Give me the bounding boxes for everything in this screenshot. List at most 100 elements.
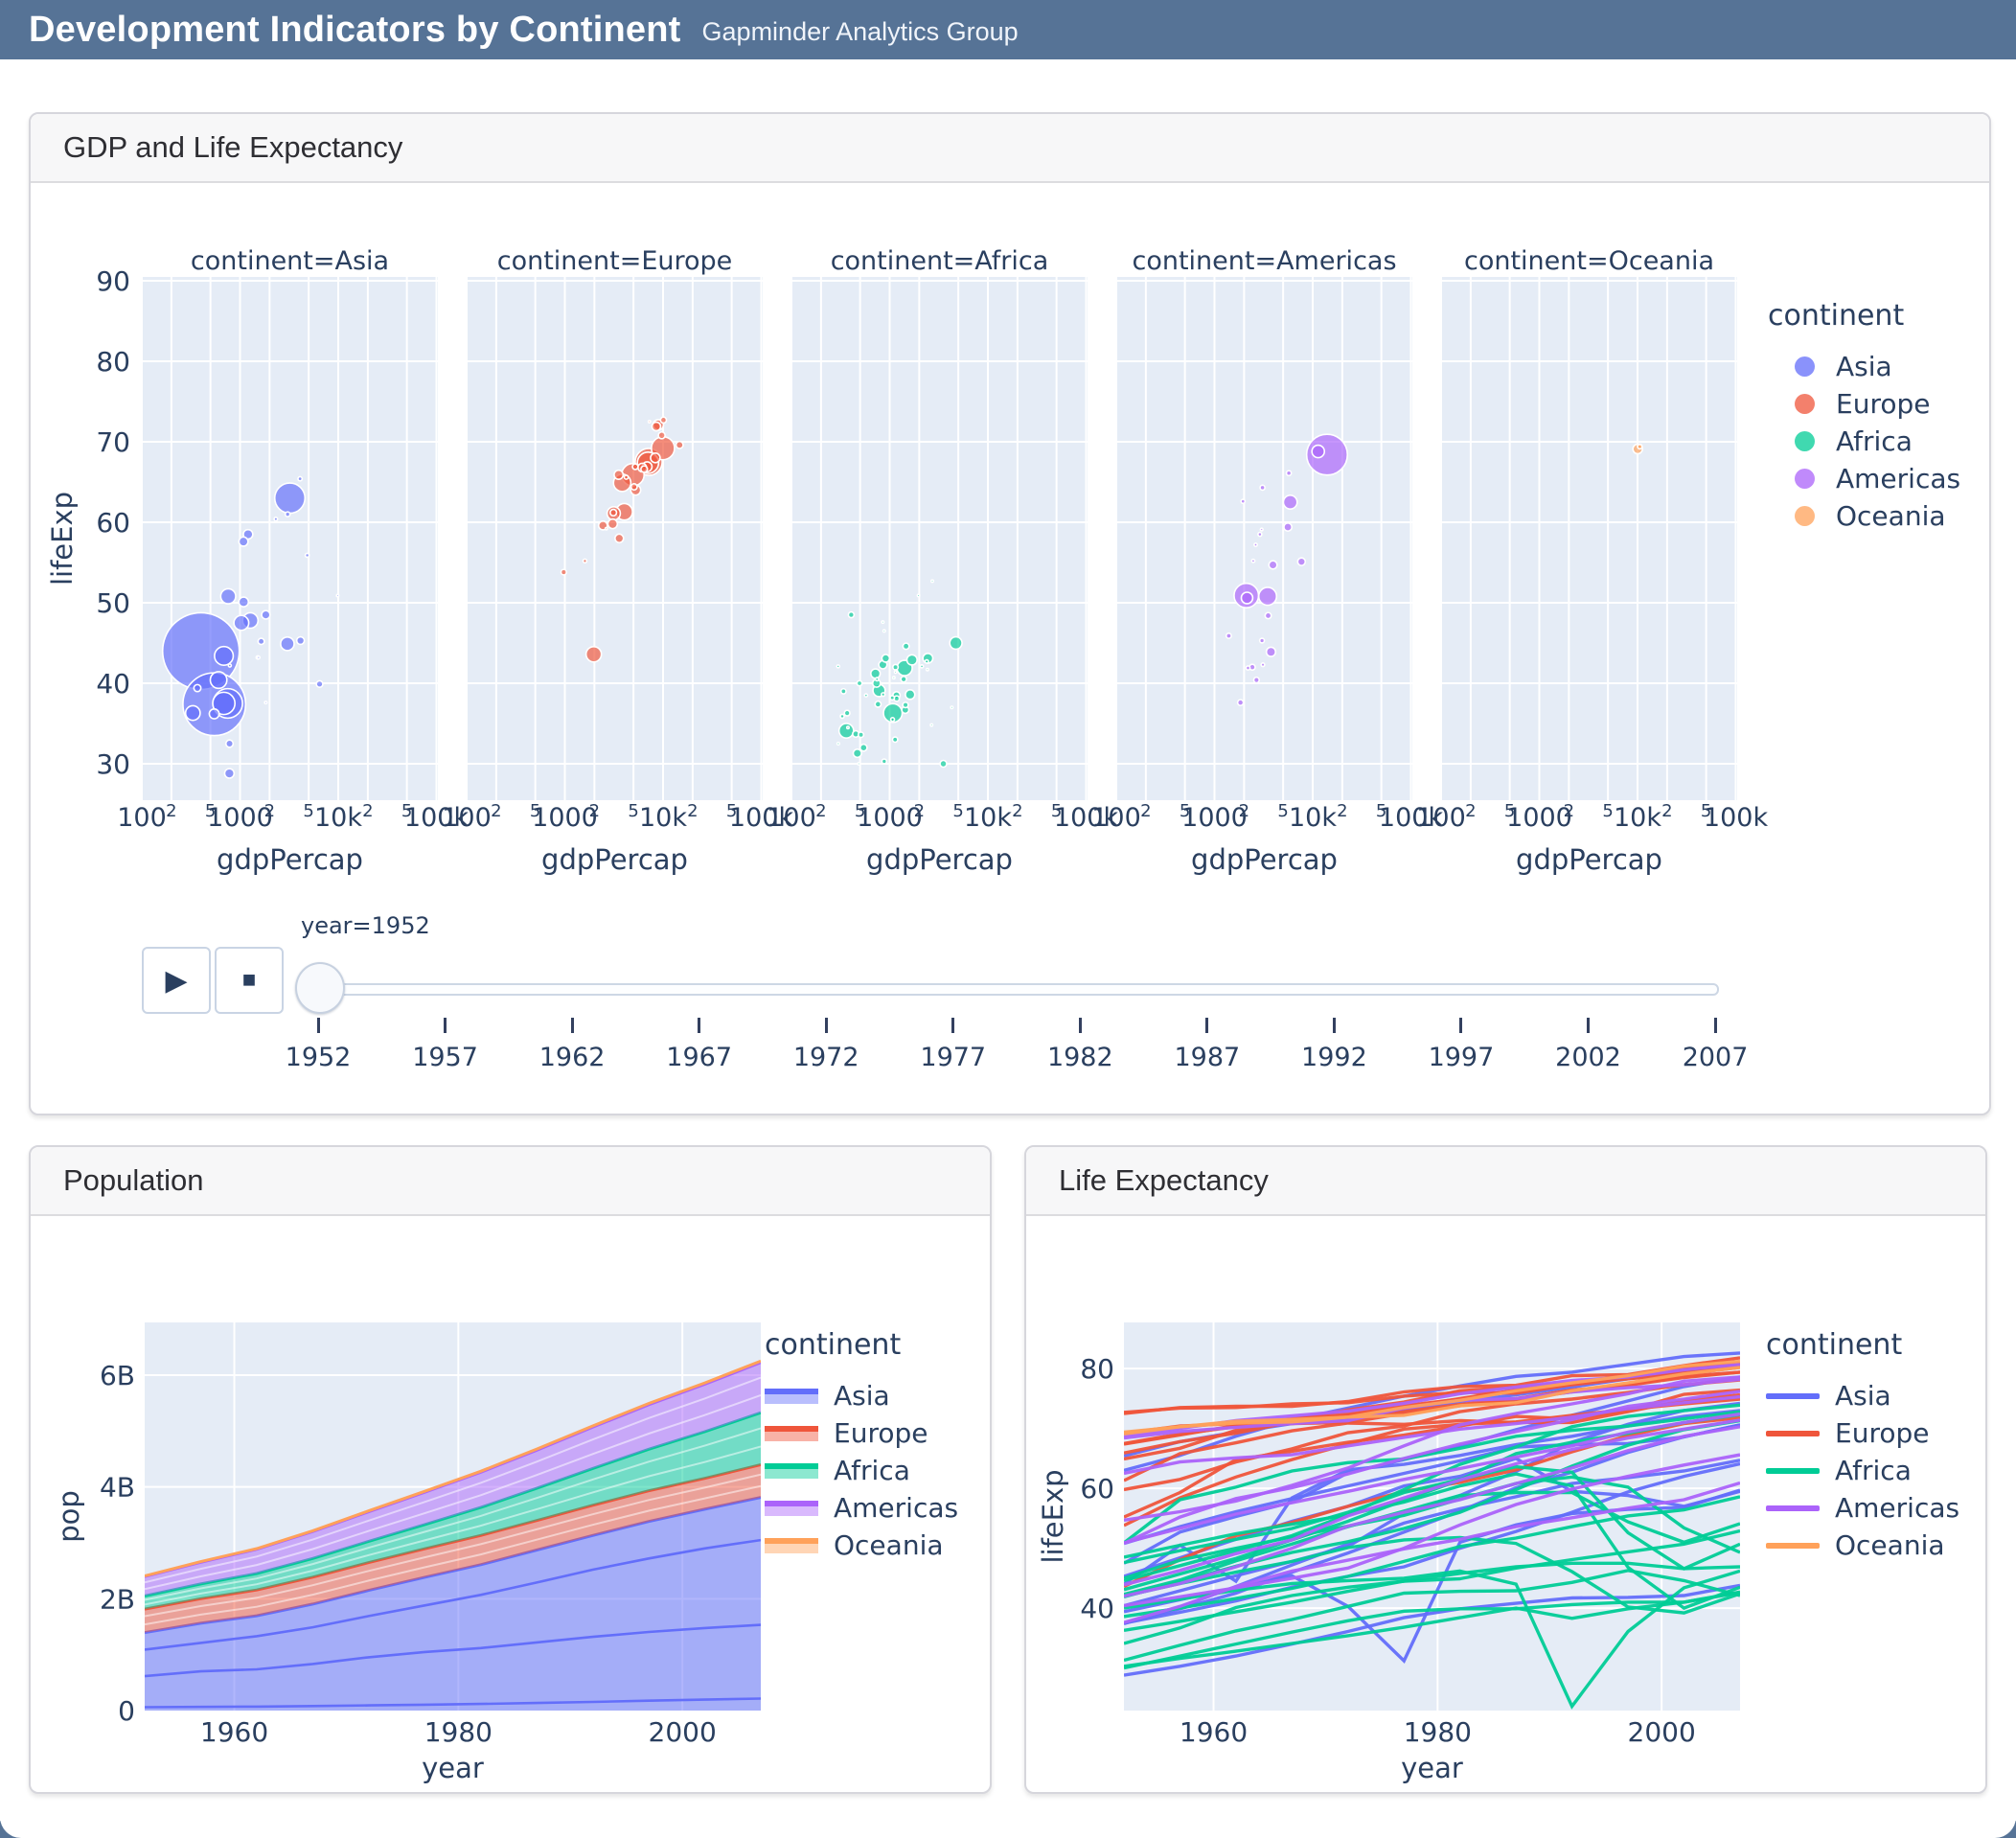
legend-item-europe[interactable]: Europe <box>1768 385 1960 423</box>
app-title: Development Indicators by Continent <box>29 9 681 50</box>
legend-label: Europe <box>834 1417 928 1449</box>
line-nigeria <box>1124 1561 1740 1632</box>
svg-text:1980: 1980 <box>424 1716 493 1748</box>
africa-swatch-icon <box>765 1461 818 1480</box>
facet-title: continent=Asia <box>191 246 389 276</box>
gridlines <box>790 277 1088 800</box>
legend-label: Asia <box>834 1380 890 1412</box>
slider-year-1962[interactable]: 1962 <box>538 1043 606 1072</box>
year-slider-handle[interactable] <box>295 962 345 1014</box>
svg-text:1000: 1000 <box>1506 803 1572 833</box>
svg-text:2: 2 <box>362 801 373 821</box>
svg-text:2: 2 <box>491 801 501 821</box>
x-axis-ticks: 100 1000 10k 100k 2 5 2 5 2 5 <box>442 801 793 833</box>
line-bangladesh <box>1124 1461 1740 1625</box>
svg-text:5: 5 <box>1277 801 1288 821</box>
legend-item-americas[interactable]: Americas <box>765 1489 958 1527</box>
app-header: Development Indicators by Continent Gapm… <box>0 0 2016 59</box>
slider-year-1997[interactable]: 1997 <box>1428 1043 1495 1072</box>
slider-year-1982[interactable]: 1982 <box>1046 1043 1113 1072</box>
slider-year-1972[interactable]: 1972 <box>792 1043 859 1072</box>
area-europe <box>145 1464 761 1633</box>
slider-year-1967[interactable]: 1967 <box>666 1043 732 1072</box>
legend-item-oceania[interactable]: Oceania <box>1768 497 1960 535</box>
line-haiti <box>1124 1481 1740 1624</box>
svg-text:2000: 2000 <box>649 1716 717 1748</box>
svg-text:100: 100 <box>442 803 492 833</box>
slider-tick <box>951 1018 955 1033</box>
legend-item-africa[interactable]: Africa <box>765 1452 958 1489</box>
play-button[interactable]: ▶ <box>142 947 211 1014</box>
legend-label: Oceania <box>834 1529 944 1561</box>
legend-item-americas[interactable]: Americas <box>1766 1489 1959 1527</box>
svg-text:60: 60 <box>96 507 130 539</box>
legend-label: Americas <box>1835 1492 1960 1524</box>
line-rwanda <box>1124 1569 1740 1710</box>
facet-title: continent=Europe <box>497 246 733 276</box>
x-axis-ticks: 100 1000 10k 100k 2 5 2 5 2 5 <box>117 801 469 833</box>
slider-year-1977[interactable]: 1977 <box>920 1043 987 1072</box>
card-gdp-life-expectancy-header: GDP and Life Expectancy <box>31 114 1989 183</box>
country-lines <box>1124 1351 1740 1710</box>
legend-item-europe[interactable]: Europe <box>765 1414 958 1452</box>
slider-tick <box>1078 1018 1082 1033</box>
svg-text:1000: 1000 <box>857 803 923 833</box>
oceania-swatch-icon <box>1766 1542 1820 1549</box>
card-gdp-life-expectancy-title: GDP and Life Expectancy <box>63 130 403 164</box>
slider-year-2007[interactable]: 2007 <box>1682 1043 1749 1072</box>
americas-swatch-icon <box>765 1499 818 1517</box>
svg-text:2: 2 <box>815 801 826 821</box>
stop-button[interactable]: ■ <box>215 947 284 1014</box>
bubbles-americas <box>1225 433 1349 706</box>
legend-item-oceania[interactable]: Oceania <box>765 1527 958 1564</box>
slider-year-1952[interactable]: 1952 <box>285 1043 352 1072</box>
svg-text:40: 40 <box>1080 1593 1114 1624</box>
legend-item-asia[interactable]: Asia <box>1768 348 1960 385</box>
svg-text:0: 0 <box>118 1695 135 1727</box>
europe-swatch-icon <box>1795 394 1815 414</box>
svg-text:70: 70 <box>96 426 130 458</box>
asia-swatch-icon <box>1766 1392 1820 1399</box>
svg-text:5: 5 <box>1180 801 1190 821</box>
slider-year-1987[interactable]: 1987 <box>1174 1043 1241 1072</box>
slider-year-1957[interactable]: 1957 <box>412 1043 478 1072</box>
legend-item-europe[interactable]: Europe <box>1766 1414 1959 1452</box>
legend-item-africa[interactable]: Africa <box>1768 423 1960 460</box>
slider-year-1992[interactable]: 1992 <box>1301 1043 1367 1072</box>
bubbles-oceania <box>1632 443 1643 455</box>
legend-item-asia[interactable]: Asia <box>1766 1377 1959 1414</box>
legend-label: Asia <box>1836 351 1892 382</box>
svg-text:100k: 100k <box>1054 803 1119 833</box>
legend-item-asia[interactable]: Asia <box>765 1377 958 1414</box>
year-slider-rail[interactable] <box>318 983 1719 996</box>
asia-swatch-icon <box>1795 356 1815 377</box>
slider-tick <box>824 1018 828 1033</box>
x-axis-title: gdpPercap <box>217 843 363 876</box>
svg-text:100k: 100k <box>404 803 470 833</box>
svg-text:100k: 100k <box>1704 803 1769 833</box>
legend-item-africa[interactable]: Africa <box>1766 1452 1959 1489</box>
x-axis-ticks: 100 1000 10k 100k 2 5 2 5 2 5 <box>1416 801 1768 833</box>
slider-tick <box>1713 1018 1717 1033</box>
area-asia <box>145 1497 761 1711</box>
line-new-zealand <box>1124 1366 1740 1435</box>
svg-text:1000: 1000 <box>532 803 598 833</box>
line-zambia <box>1124 1535 1740 1615</box>
slider-current-value: year=1952 <box>301 912 430 939</box>
europe-swatch-icon <box>1766 1430 1820 1436</box>
legend-item-americas[interactable]: Americas <box>1768 460 1960 497</box>
svg-text:2: 2 <box>1140 801 1151 821</box>
svg-text:2: 2 <box>1239 801 1249 821</box>
y-axis-title: pop <box>53 1490 85 1543</box>
legend-title: continent <box>1766 1328 1903 1362</box>
svg-text:30: 30 <box>96 748 130 780</box>
slider-tick <box>1459 1018 1463 1033</box>
svg-text:10k: 10k <box>639 803 687 833</box>
gridlines <box>1115 277 1412 800</box>
legend-item-oceania[interactable]: Oceania <box>1766 1527 1959 1564</box>
card-life-expectancy-header: Life Expectancy <box>1026 1147 1985 1216</box>
americas-swatch-icon <box>1795 469 1815 489</box>
slider-year-2002[interactable]: 2002 <box>1555 1043 1621 1072</box>
svg-text:90: 90 <box>96 265 130 297</box>
svg-text:2B: 2B <box>100 1583 135 1615</box>
